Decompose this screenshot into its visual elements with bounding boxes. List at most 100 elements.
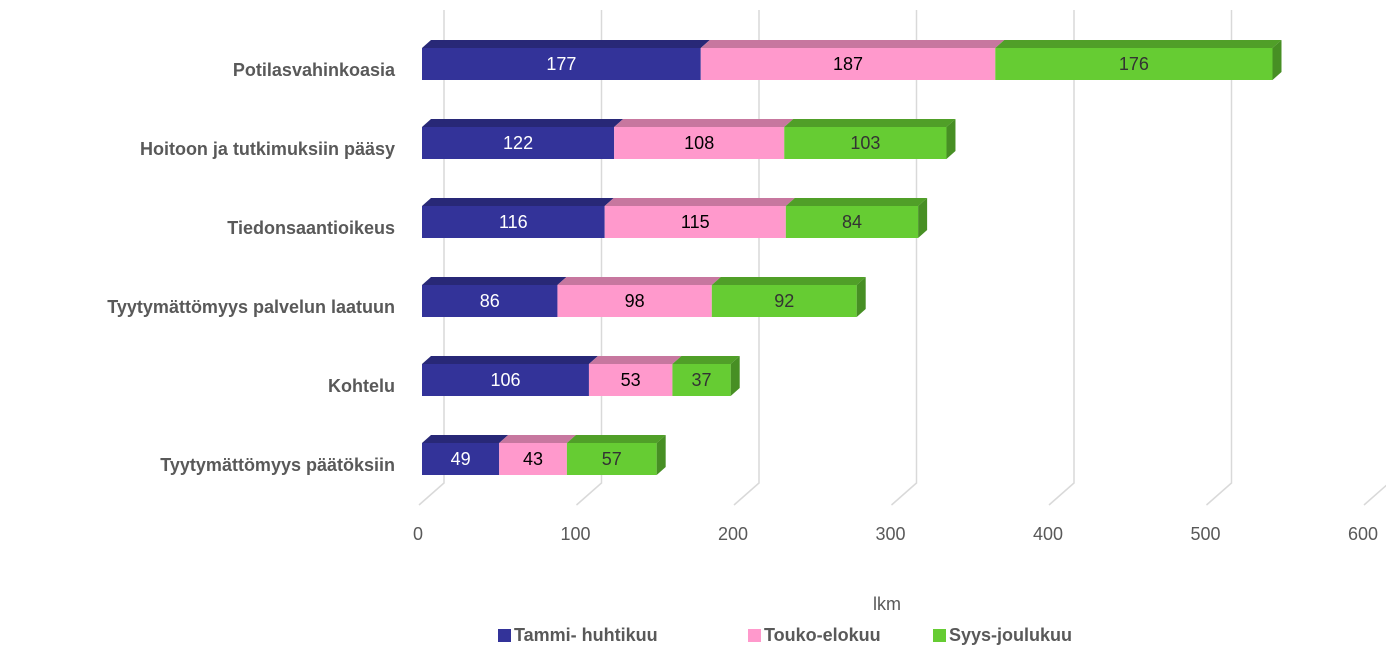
bar-segment	[422, 198, 614, 238]
legend-swatch	[748, 629, 761, 642]
bar-front	[604, 206, 786, 238]
bar-segment	[711, 277, 866, 317]
legend-label: Tammi- huhtikuu	[514, 625, 658, 645]
bar-front	[557, 285, 712, 317]
value-label: 176	[1119, 54, 1149, 74]
value-label: 187	[833, 54, 863, 74]
bar-segment	[422, 40, 710, 80]
value-label: 103	[850, 133, 880, 153]
bar-front	[614, 127, 785, 159]
value-label: 53	[621, 370, 641, 390]
bar-top	[422, 277, 567, 285]
bar-top	[604, 198, 795, 206]
grid-line	[1206, 10, 1233, 506]
bar-top	[995, 40, 1282, 48]
category-label: Tyytymättömyys palvelun laatuun	[107, 297, 395, 317]
bar-front	[995, 48, 1273, 80]
legend-label: Syys-joulukuu	[949, 625, 1072, 645]
value-label: 43	[523, 449, 543, 469]
bar-top	[422, 119, 624, 127]
bar-front	[422, 206, 605, 238]
bar-side	[856, 277, 866, 317]
grid-line	[733, 10, 760, 506]
bar-side	[656, 435, 666, 475]
value-label: 92	[774, 291, 794, 311]
category-label: Tyytymättömyys päätöksiin	[160, 455, 395, 475]
value-label: 177	[546, 54, 576, 74]
bar-front	[422, 443, 500, 475]
x-tick-label: 100	[560, 524, 590, 544]
legend-label: Touko-elokuu	[764, 625, 881, 645]
value-label: 108	[684, 133, 714, 153]
category-label: Kohtelu	[328, 376, 395, 396]
bar-segment	[499, 435, 576, 475]
bar-top	[422, 435, 509, 443]
bar-top	[566, 435, 666, 443]
category-label: Potilasvahinkoasia	[233, 60, 396, 80]
bar-segment	[588, 356, 682, 396]
value-label: 115	[681, 212, 710, 232]
value-label: 106	[490, 370, 520, 390]
bar-top	[499, 435, 576, 443]
category-label: Hoitoon ja tutkimuksiin pääsy	[140, 139, 395, 159]
bar-segment	[784, 119, 956, 159]
bar-top	[422, 40, 710, 48]
grid-line	[891, 10, 918, 506]
bar-top	[785, 198, 928, 206]
legend-swatch	[498, 629, 511, 642]
bar-front	[422, 48, 701, 80]
bar-top	[557, 277, 721, 285]
grid-line	[1048, 10, 1075, 506]
bar-segment	[422, 435, 509, 475]
bar-front	[422, 364, 589, 396]
bar-front	[784, 127, 947, 159]
bar-front	[499, 443, 567, 475]
value-label: 49	[451, 449, 471, 469]
bar-side	[1272, 40, 1282, 80]
x-tick-label: 0	[413, 524, 423, 544]
bar-top	[784, 119, 956, 127]
bar-top	[672, 356, 740, 364]
bar-segment	[672, 356, 740, 396]
bar-front	[672, 364, 731, 396]
value-label: 84	[842, 212, 862, 232]
x-tick-label: 500	[1190, 524, 1220, 544]
bar-side	[918, 198, 928, 238]
bar-front	[711, 285, 857, 317]
value-label: 57	[602, 449, 622, 469]
bar-segment	[614, 119, 794, 159]
x-tick-label: 300	[875, 524, 905, 544]
bar-segment	[785, 198, 928, 238]
bar-front	[588, 364, 673, 396]
bar-segment	[995, 40, 1282, 80]
bar-front	[422, 127, 615, 159]
bar-segment	[700, 40, 1005, 80]
bar-front	[422, 285, 558, 317]
bar-top	[614, 119, 794, 127]
x-tick-label: 600	[1348, 524, 1378, 544]
bar-segment	[422, 356, 598, 396]
bar-segment	[422, 119, 624, 159]
category-label: Tiedonsaantioikeus	[227, 218, 395, 238]
bar-side	[730, 356, 740, 396]
bar-front	[566, 443, 657, 475]
value-label: 86	[480, 291, 500, 311]
x-axis-title: lkm	[873, 594, 901, 614]
grid-line	[1363, 484, 1386, 506]
bar-segment	[604, 198, 795, 238]
legend-swatch	[933, 629, 946, 642]
bar-top	[588, 356, 682, 364]
bar-segment	[422, 277, 567, 317]
bar-segment	[557, 277, 721, 317]
bar-top	[700, 40, 1005, 48]
value-label: 122	[503, 133, 533, 153]
value-label: 37	[692, 370, 712, 390]
bar-front	[700, 48, 996, 80]
bar-front	[785, 206, 919, 238]
grid-line	[418, 10, 445, 506]
bar-segment	[566, 435, 666, 475]
bar-top	[422, 198, 614, 206]
x-tick-label: 200	[718, 524, 748, 544]
bar-side	[946, 119, 956, 159]
